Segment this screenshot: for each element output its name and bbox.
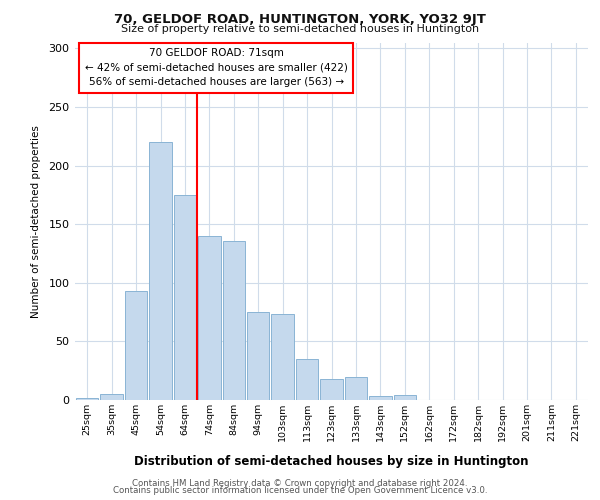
Text: Contains HM Land Registry data © Crown copyright and database right 2024.: Contains HM Land Registry data © Crown c… [132, 478, 468, 488]
Bar [223, 240, 245, 400]
Bar [198, 236, 221, 400]
Y-axis label: Number of semi-detached properties: Number of semi-detached properties [31, 125, 41, 318]
X-axis label: Distribution of semi-detached houses by size in Huntington: Distribution of semi-detached houses by … [134, 455, 529, 468]
Bar [173, 195, 196, 400]
Text: 70, GELDOF ROAD, HUNTINGTON, YORK, YO32 9JT: 70, GELDOF ROAD, HUNTINGTON, YORK, YO32 … [114, 12, 486, 26]
Bar [76, 398, 98, 400]
Bar [394, 396, 416, 400]
Bar [296, 359, 319, 400]
Bar [344, 376, 367, 400]
Text: Contains public sector information licensed under the Open Government Licence v3: Contains public sector information licen… [113, 486, 487, 495]
Bar [369, 396, 392, 400]
Bar [149, 142, 172, 400]
Bar [125, 291, 148, 400]
Text: 70 GELDOF ROAD: 71sqm
← 42% of semi-detached houses are smaller (422)
56% of sem: 70 GELDOF ROAD: 71sqm ← 42% of semi-deta… [85, 48, 347, 88]
Bar [100, 394, 123, 400]
Bar [320, 379, 343, 400]
Bar [247, 312, 269, 400]
Text: Size of property relative to semi-detached houses in Huntington: Size of property relative to semi-detach… [121, 24, 479, 34]
Bar [271, 314, 294, 400]
